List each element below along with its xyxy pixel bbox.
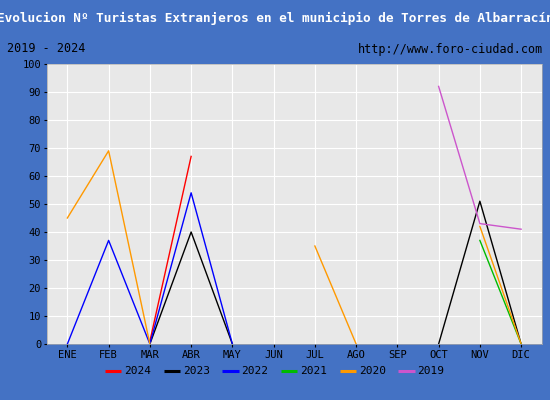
Text: 2023: 2023	[183, 366, 210, 376]
Text: 2024: 2024	[124, 366, 151, 376]
Text: Evolucion Nº Turistas Extranjeros en el municipio de Torres de Albarracín: Evolucion Nº Turistas Extranjeros en el …	[0, 12, 550, 24]
Text: 2020: 2020	[359, 366, 386, 376]
Text: 2019 - 2024: 2019 - 2024	[7, 42, 85, 56]
Text: 2021: 2021	[300, 366, 327, 376]
Text: 2019: 2019	[417, 366, 444, 376]
Text: 2022: 2022	[241, 366, 268, 376]
Text: http://www.foro-ciudad.com: http://www.foro-ciudad.com	[358, 42, 543, 56]
